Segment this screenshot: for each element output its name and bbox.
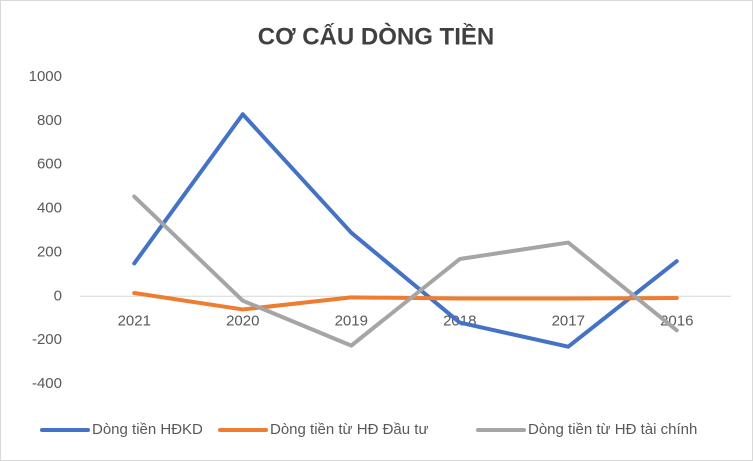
y-tick-label: 400 (37, 200, 62, 217)
y-tick-label: -200 (32, 331, 62, 348)
y-tick-label: 600 (37, 156, 62, 173)
x-tick-label: 2017 (552, 312, 585, 329)
x-tick-label: 2020 (226, 312, 259, 329)
y-tick-label: 800 (37, 112, 62, 129)
y-tick-label: 0 (54, 287, 62, 304)
y-tick-label: 200 (37, 243, 62, 260)
series-line (132, 290, 679, 312)
series-line (132, 112, 679, 349)
series-line (132, 194, 679, 348)
y-tick-label: -400 (32, 375, 62, 392)
x-tick-label: 2021 (118, 312, 151, 329)
x-tick-label: 2019 (335, 312, 368, 329)
chart-title: CƠ CẤU DÒNG TIỀN (258, 22, 494, 50)
legend-label: Dòng tiền từ HĐ tài chính (528, 421, 697, 438)
y-tick-label: 1000 (29, 68, 62, 85)
legend-label: Dòng tiền từ HĐ Đầu tư (270, 421, 428, 438)
legend-label: Dòng tiền HĐKD (92, 421, 203, 438)
